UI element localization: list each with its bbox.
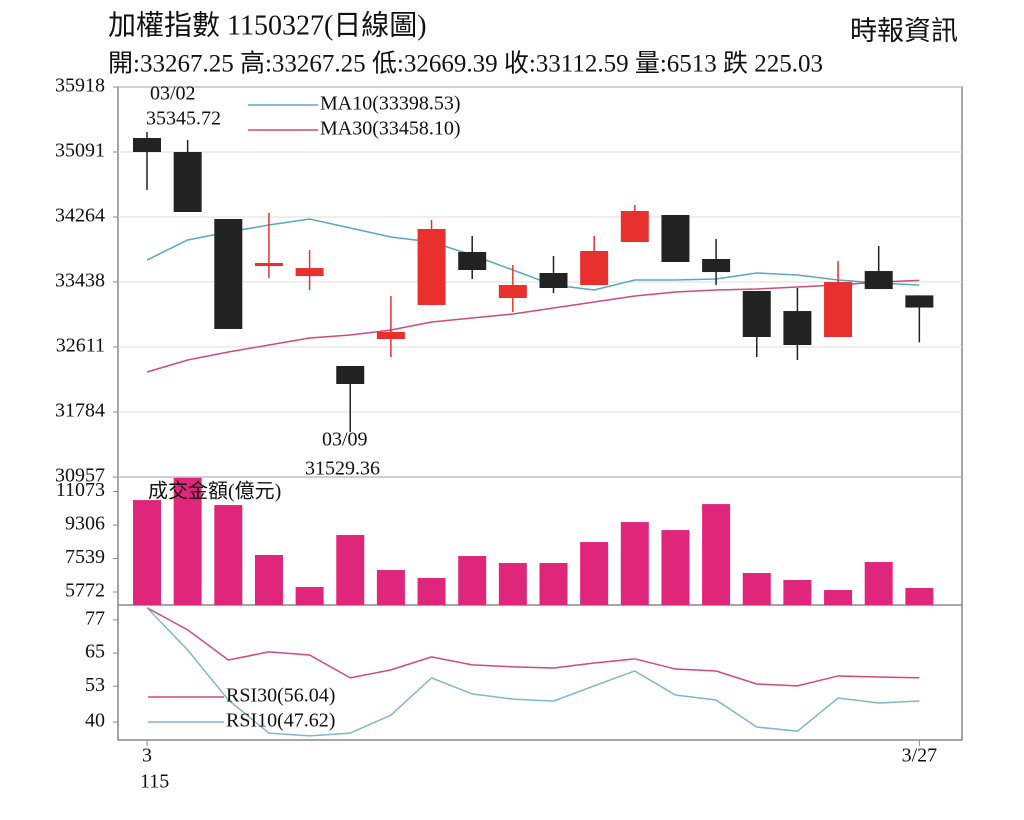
y-tick-label: 77 [85, 608, 105, 630]
candle-body [824, 282, 853, 337]
candle-body [620, 210, 649, 243]
annotation: 31529.36 [305, 458, 380, 480]
ma-line [146, 279, 920, 373]
legend-label: RSI10(47.62) [226, 710, 335, 732]
candle-body [742, 291, 771, 337]
legend-label: MA10(33398.53) [320, 93, 461, 115]
candle-body [661, 214, 690, 262]
x-tick-label: 3/27 [902, 745, 938, 767]
bar [539, 563, 568, 605]
bar [336, 535, 365, 605]
bar [254, 555, 283, 605]
rsi-line [146, 607, 920, 687]
chart-title: 加權指數 1150327(日線圖) [108, 9, 427, 41]
y-tick-label: 40 [85, 710, 105, 732]
bar [458, 556, 487, 605]
bar [864, 562, 893, 605]
bar [742, 573, 771, 605]
y-tick-label: 31784 [55, 400, 105, 422]
candle-body [539, 272, 568, 289]
info-line: 開:33267.25 高:33267.25 低:32669.39 收:33112… [108, 50, 823, 78]
annotation: 03/02 [150, 83, 196, 105]
candle-body [417, 228, 446, 305]
bar [783, 580, 812, 605]
candle-body [580, 250, 609, 286]
candle-body [295, 268, 324, 277]
annotation: 03/09 [322, 429, 368, 451]
bar [580, 542, 609, 605]
bar [295, 587, 324, 605]
bar [376, 570, 405, 605]
bar [661, 530, 690, 605]
bar [417, 578, 446, 605]
panel-label: 成交金額(億元) [148, 480, 281, 503]
bar [620, 522, 649, 605]
y-tick-label: 11073 [56, 479, 105, 501]
y-tick-label: 5772 [65, 580, 105, 602]
y-tick-label: 30957 [55, 465, 105, 487]
y-tick-label: 7539 [65, 546, 105, 568]
candle-body [214, 218, 243, 329]
bar [214, 505, 243, 605]
y-tick-label: 33438 [55, 270, 105, 292]
bar [133, 500, 161, 605]
y-tick-label: 35091 [55, 140, 105, 162]
candle-body [376, 331, 405, 340]
legend-label: MA30(33458.10) [320, 118, 461, 140]
y-tick-label: 34264 [55, 205, 105, 227]
year-label: 115 [140, 771, 169, 793]
candle-body [702, 259, 731, 273]
legend-label: RSI30(56.04) [226, 685, 335, 707]
y-tick-label: 32611 [56, 335, 105, 357]
bar [498, 563, 527, 605]
y-tick-label: 9306 [65, 513, 105, 535]
ma-line [146, 218, 920, 291]
candle-body [173, 152, 202, 212]
candle-body [133, 138, 161, 153]
candle-body [905, 295, 934, 308]
rsi-line [146, 607, 920, 737]
candle-body [864, 271, 893, 290]
x-tick-label: 3 [142, 745, 152, 767]
bar [905, 588, 934, 605]
bar [173, 477, 202, 605]
annotation: 35345.72 [146, 108, 221, 130]
source: 時報資訊 [850, 16, 958, 46]
candle-body [498, 285, 527, 298]
candle-body [336, 365, 365, 385]
y-tick-label: 53 [85, 674, 105, 696]
candle-body [783, 311, 812, 346]
candle-body [458, 252, 487, 271]
bar [702, 504, 731, 605]
bar [824, 590, 853, 605]
y-tick-label: 65 [85, 641, 105, 663]
plot-frame [117, 86, 963, 741]
y-tick-label: 35918 [55, 75, 105, 97]
candle-body [254, 263, 283, 267]
